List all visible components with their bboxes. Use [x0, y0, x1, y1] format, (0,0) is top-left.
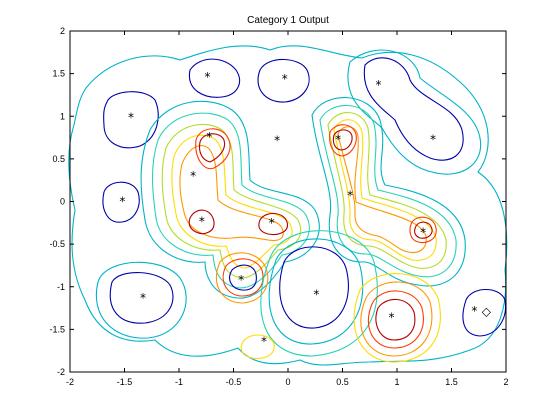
contour-right-lobe-ring8: [332, 129, 353, 151]
y-tick-label: 1.5: [52, 69, 65, 79]
contour-lower-right-ring3: [360, 281, 433, 357]
y-tick-label: 1: [60, 111, 65, 121]
y-axis-ticks: -2 -1.5 -1 -0.5 0 0.5 1 1.5 2: [49, 26, 506, 377]
contour-right-lobe-ring2: [311, 97, 466, 287]
x-tick-label: 2: [503, 377, 508, 387]
data-point-marker: *: [128, 110, 134, 124]
contour-island-top-right-cyan: [347, 49, 482, 175]
contour-left-lobe-ring6: [179, 145, 284, 242]
x-tick-label: -1: [175, 377, 183, 387]
data-point-marker: *: [140, 291, 146, 305]
contour-left-lobe-ring2: [140, 100, 320, 299]
data-point-marker: *: [335, 132, 341, 146]
data-point-marker: *: [207, 130, 213, 144]
data-point-marker: *: [420, 225, 426, 239]
data-point-marker: *: [389, 311, 395, 325]
x-tick-label: 0.5: [336, 377, 349, 387]
y-tick-label: -2: [57, 367, 65, 377]
data-point-marker: *: [269, 216, 275, 230]
contour-left-lobe-ring3: [152, 112, 310, 289]
contour-lines: [68, 45, 508, 366]
contour-right-small-ring-inner: [414, 221, 433, 239]
contour-left-lobe-ring7: [195, 128, 231, 170]
contour-center-basin-ring2: [268, 238, 364, 345]
contour-left-lobe-ring8-top: [198, 133, 226, 163]
x-tick-label: -0.5: [226, 377, 242, 387]
y-tick-label: -1.5: [49, 324, 65, 334]
contour-left-lobe-ring7-bottom: [188, 209, 215, 235]
contour-bottom-small: [240, 334, 275, 360]
x-tick-label: -2: [66, 377, 74, 387]
contour-island-left-mid: [102, 181, 140, 223]
x-axis-ticks: -2 -1.5 -1 -0.5 0 0.5 1 1.5 2: [66, 31, 509, 387]
contour-right-lobe-ring3: [319, 104, 457, 278]
data-point-marker: *: [430, 132, 436, 146]
y-tick-label: -0.5: [49, 239, 65, 249]
data-point-marker: *: [261, 334, 267, 348]
data-point-marker: *: [313, 288, 319, 302]
contour-right-lobe-ring5: [333, 119, 437, 261]
data-point-marker: *: [274, 133, 280, 147]
contour-island-left-lower: [109, 272, 174, 324]
contour-lower-right-ring1: [375, 298, 416, 341]
contour-island-top-left: [188, 58, 240, 98]
x-tick-label: 1: [394, 377, 399, 387]
contour-island-left-lower-cyan: [95, 261, 187, 339]
contour-right-lobe-ring6: [337, 126, 427, 254]
contour-right-lobe-ring4: [327, 112, 447, 269]
data-point-marker: *: [238, 273, 244, 287]
contour-lower-basin-ring1: [215, 252, 269, 304]
contour-lower-basin-ring3: [229, 264, 257, 291]
data-point-marker: *: [375, 78, 381, 92]
y-tick-label: 0: [60, 197, 65, 207]
data-point-marker: *: [119, 195, 125, 209]
data-point-marker: *: [347, 189, 353, 203]
contour-island-top-right-blue: [363, 57, 464, 161]
data-point-marker: *: [471, 304, 477, 318]
contour-far-right-ring1: [462, 288, 507, 337]
x-tick-label: 0: [285, 377, 290, 387]
axes: -2 -1.5 -1 -0.5 0 0.5 1 1.5 2 -2 -1.5 -1 -0.5 0 0.5 1 1…: [49, 26, 508, 387]
contour-center-basin-ring3: [260, 230, 378, 357]
contour-island-top-mid: [257, 58, 310, 103]
y-tick-label: 2: [60, 26, 65, 36]
data-point-marker: *: [282, 72, 288, 86]
contour-lower-basin-ring2: [222, 258, 264, 297]
x-tick-label: -1.5: [117, 377, 133, 387]
chart-title: Category 1 Output: [247, 15, 329, 26]
contour-center-basin-ring1: [279, 246, 349, 329]
contour-lower-right-ring4: [353, 273, 441, 363]
contour-outer-envelope: [68, 45, 508, 366]
sample-markers: * * * * * * * * * * * * * * * * * * * ◇ *: [119, 70, 491, 348]
data-point-marker: *: [190, 169, 196, 183]
data-point-marker: *: [204, 70, 210, 84]
y-tick-label: 0.5: [52, 154, 65, 164]
contour-right-small-ring: [409, 216, 437, 244]
x-tick-label: 1.5: [445, 377, 458, 387]
contour-left-lobe-ring5: [171, 134, 293, 269]
contour-lower-right-ring2: [367, 290, 424, 349]
contour-right-lobe-ring7: [329, 124, 357, 157]
y-tick-label: -1: [57, 282, 65, 292]
data-point-marker: ◇: [482, 305, 492, 319]
data-point-marker: *: [199, 214, 205, 228]
contour-island-left-upper: [103, 91, 159, 149]
contour-left-lobe-ring8-right: [258, 212, 289, 236]
